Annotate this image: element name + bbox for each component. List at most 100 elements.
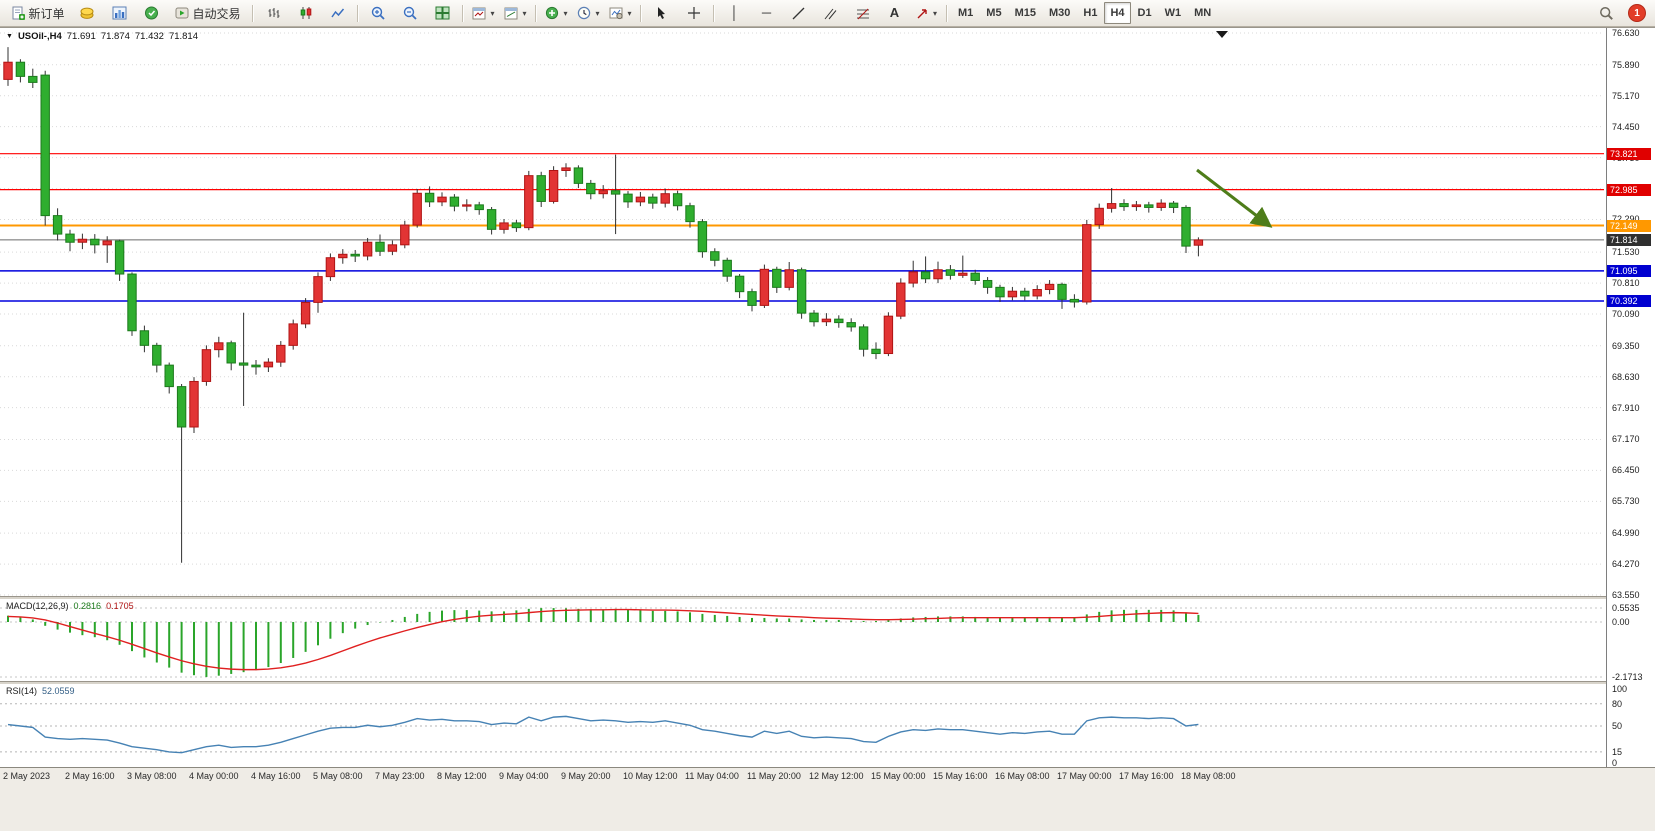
timeframe-d1-button[interactable]: D1 [1137,7,1152,19]
time-axis-label: 10 May 12:00 [623,771,678,781]
rsi-axis-label: 100 [1612,684,1628,694]
candle-body [102,240,112,246]
vertical-line-icon: │ [730,5,739,20]
candle-body [276,344,286,363]
price-axis-label: 65.730 [1612,496,1640,507]
dropdown-caret-icon: ▾ [563,8,568,18]
navigator-button[interactable] [136,1,167,25]
zoom-in-button[interactable] [363,1,394,25]
timeframe-m5-button[interactable]: M5 [986,7,1002,19]
dropdown-caret-icon: ▾ [627,8,632,18]
rsi-label-row: RSI(14) 52.0559 [6,686,75,696]
candle-body [313,276,323,303]
candle-body [1020,290,1030,297]
chart-shift-marker[interactable] [1216,31,1228,38]
fibonacci-button[interactable] [847,1,878,25]
price-axis-label: 69.350 [1612,340,1640,351]
new-order-button[interactable]: 新订单 [5,1,71,25]
candle-body [995,286,1005,298]
candle-body [486,209,497,230]
price-tag-support-2[interactable]: 70.392 [1607,295,1651,308]
price-axis-label: 75.890 [1612,59,1640,70]
timeframe-w1-button[interactable]: W1 [1164,7,1182,19]
candle-body [896,282,906,317]
candle-body [821,318,832,323]
symbols-button[interactable] [72,1,103,25]
candle-body [375,241,385,252]
trendline-button[interactable] [783,1,814,25]
timeframe-h1-button[interactable]: H1 [1083,7,1098,19]
panel-separator[interactable] [0,681,1606,684]
market-watch-button[interactable] [104,1,135,25]
candle-body [462,204,472,207]
price-axis-label: 67.910 [1612,402,1640,413]
search-button[interactable] [1591,1,1622,25]
candle-body [970,272,980,281]
candle-body [300,301,311,325]
candle-body [883,315,894,355]
timeframe-m30-button[interactable]: M30 [1048,7,1071,19]
vertical-line-button[interactable]: │ [719,1,750,25]
timeframe-mn-button[interactable]: MN [1194,7,1212,19]
tile-windows-button[interactable] [427,1,458,25]
candlestick-chart-button[interactable] [290,1,321,25]
price-axis-label: 71.530 [1612,247,1640,258]
candle-body [139,330,150,346]
indicators-list-button[interactable]: ▾ [468,1,499,25]
zoom-out-button[interactable] [395,1,426,25]
toolbar-separator [357,4,359,22]
candle-body [65,233,75,243]
time-axis-label: 15 May 00:00 [871,771,926,781]
toolbar-separator [640,4,642,22]
notification-badge[interactable]: 1 [1628,4,1646,22]
new-order-icon [12,6,26,20]
auto-trading-button[interactable]: 自动交易 [168,1,248,25]
price-tag-current-price[interactable]: 71.814 [1607,233,1651,246]
trend-arrow-annotation[interactable] [1196,168,1273,228]
candle-body [945,269,956,276]
macd-panel-canvas[interactable] [0,598,1606,681]
timeframe-m15-button[interactable]: M15 [1014,7,1036,19]
channel-button[interactable] [815,1,846,25]
timeframe-m1-button[interactable]: M1 [958,7,974,19]
candle-body [238,362,249,366]
templates-button[interactable]: ▾ [605,1,636,25]
price-axis-label: 70.090 [1612,309,1640,319]
rsi-panel-canvas[interactable] [0,683,1606,766]
price-tag-support-1[interactable]: 71.095 [1607,264,1651,277]
objects-list-button[interactable]: ▾ [500,1,531,25]
price-axis-label: 74.450 [1612,121,1640,132]
periods-button[interactable]: ▾ [573,1,604,25]
macd-indicator-name: MACD(12,26,9) [6,601,69,611]
time-axis-label: 18 May 08:00 [1181,771,1236,781]
cursor-icon [658,7,665,19]
price-axis-label: 64.270 [1612,559,1640,570]
horizontal-line-button[interactable]: ─ [751,1,782,25]
price-tag-pivot-line[interactable]: 72.149 [1607,219,1651,232]
time-scale[interactable]: 2 May 2023 2 May 16:00 3 May 08:00 4 May 00… [0,767,1655,786]
candle-body [226,342,236,364]
candle-body [796,269,807,314]
panel-separator[interactable] [0,596,1606,599]
price-axis-label: 70.810 [1612,278,1640,289]
main-chart-canvas[interactable] [0,28,1606,596]
crosshair-button[interactable] [678,1,709,25]
candle-body [40,74,50,217]
candle-body [524,175,534,229]
candle-body [362,241,373,257]
bar-chart-button[interactable] [258,1,289,25]
cursor-button[interactable] [646,1,677,25]
candle-body [958,272,968,276]
symbol-dropdown-icon[interactable]: ▼ [6,33,13,40]
line-chart-button[interactable] [322,1,353,25]
arrow-objects-button[interactable]: ▾ [911,1,942,25]
price-scale[interactable]: 76.63075.89075.17074.45073.73073.01072.2… [1606,28,1655,768]
timeframe-h4-button[interactable]: H4 [1104,2,1131,24]
text-button[interactable]: A [879,1,910,25]
bar-open: 71.691 [66,31,96,42]
price-tag-resistance-1[interactable]: 73.821 [1607,147,1651,160]
candle-body [1156,202,1166,208]
add-indicator-button[interactable]: ▾ [541,1,572,25]
price-tag-resistance-2[interactable]: 72.985 [1607,183,1651,196]
macd-axis-label: -2.1713 [1612,671,1643,682]
